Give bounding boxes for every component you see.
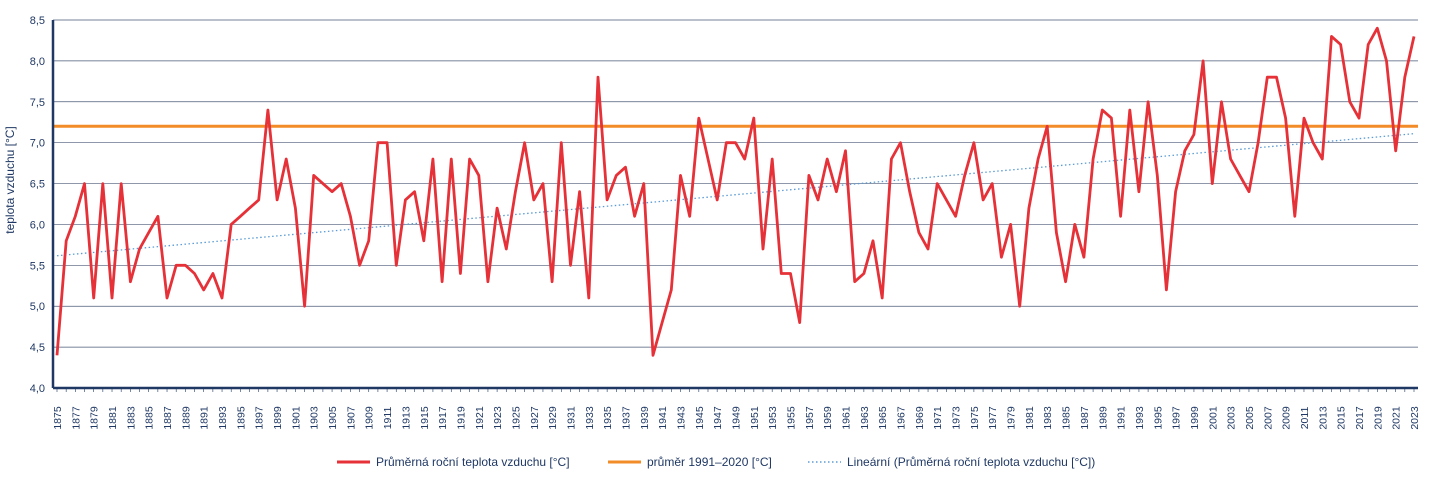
x-tick-label: 1903: [309, 406, 321, 430]
x-tick-label: 2017: [1354, 406, 1366, 430]
x-tick-label: 1965: [877, 406, 889, 430]
y-tick-labels: 4,0 4,5 5,0 5,5 6,0 6,5 7,0 7,5 8,0 8,5: [30, 15, 45, 395]
x-tick-label: 1969: [914, 406, 926, 430]
x-tick-label: 1953: [767, 406, 779, 430]
y-tick-label: 7,5: [30, 97, 45, 109]
x-tick-label: 1885: [144, 406, 156, 430]
x-tick-label: 2003: [1226, 406, 1238, 430]
x-tick-label: 2023: [1409, 406, 1421, 430]
x-tick-label: 1967: [896, 406, 908, 430]
x-tick-label: 1955: [786, 406, 798, 430]
series-lines: [53, 26, 1418, 357]
legend: Průměrná roční teplota vzduchu [°C] průmě…: [337, 455, 1095, 469]
x-tick-label: 1911: [382, 407, 394, 430]
y-tick-label: 5,5: [30, 260, 45, 272]
x-tick-label: 1883: [125, 406, 137, 430]
x-tick-label: 1895: [235, 406, 247, 430]
x-tick-label: 1891: [199, 406, 211, 430]
x-tick-label: 1921: [474, 406, 486, 430]
x-tick-label: 1971: [932, 406, 944, 430]
trend-line: [56, 133, 1415, 257]
x-tick-label: 1975: [969, 406, 981, 430]
x-tick-label: 1993: [1134, 406, 1146, 430]
x-tick-label: 1927: [529, 406, 541, 430]
x-tick-label: 1875: [52, 406, 64, 430]
x-tick-label: 1983: [1042, 406, 1054, 430]
x-tick-label: 1943: [675, 406, 687, 430]
y-tick-label: 5,0: [30, 301, 45, 313]
y-tick-label: 6,0: [30, 219, 45, 231]
x-tick-label: 1935: [602, 406, 614, 430]
x-tick-label: 1887: [162, 406, 174, 430]
x-tick-label: 1939: [639, 406, 651, 430]
x-tick-label: 1923: [492, 406, 504, 430]
x-tick-label: 2019: [1372, 406, 1384, 430]
x-tick-label: 1985: [1061, 406, 1073, 430]
x-tick-label: 2001: [1207, 406, 1219, 430]
x-tick-label: 2011: [1299, 407, 1311, 430]
x-tick-label: 1899: [272, 406, 284, 430]
x-tick-label: 1989: [1097, 406, 1109, 430]
x-tick-label: 1947: [712, 406, 724, 430]
x-tick-label: 1951: [749, 406, 761, 430]
y-axis-label: teplota vzduchu [°C]: [3, 126, 17, 234]
y-tick-label: 4,0: [30, 383, 45, 395]
x-tick-label: 2021: [1391, 406, 1403, 430]
x-tick-label: 1897: [254, 406, 266, 430]
x-tick-label: 1963: [859, 406, 871, 430]
y-tick-label: 7,0: [30, 138, 45, 150]
x-tick-label: 1907: [345, 406, 357, 430]
x-tick-label: 1901: [290, 406, 302, 430]
x-tick-label: 1879: [89, 406, 101, 430]
legend-label: průměr 1991–2020 [°C]: [647, 455, 772, 469]
x-tick-label: 1941: [657, 406, 669, 430]
x-tick-label: 2009: [1281, 406, 1293, 430]
y-tick-label: 6,5: [30, 179, 45, 191]
x-tick-label: 1999: [1189, 406, 1201, 430]
x-tick-label: 2013: [1317, 406, 1329, 430]
x-tick-label: 1987: [1079, 406, 1091, 430]
x-tick-label: 1937: [620, 406, 632, 430]
x-tick-label: 1973: [951, 406, 963, 430]
legend-label: Průměrná roční teplota vzduchu [°C]: [376, 455, 570, 469]
x-tick-label: 1889: [180, 406, 192, 430]
y-tick-label: 4,5: [30, 342, 45, 354]
x-tick-label: 1933: [584, 406, 596, 430]
x-tick-label: 1995: [1152, 406, 1164, 430]
x-tick-label: 1961: [841, 406, 853, 430]
x-tick-label: 1949: [731, 406, 743, 430]
x-tick-label: 1929: [547, 406, 559, 430]
axes: [51, 20, 1418, 392]
x-tick-labels: 1875 1877 1879 1881 1883 1885 1887 1889 1891 1893…: [52, 406, 1421, 430]
y-tick-label: 8,5: [30, 15, 45, 27]
x-tick-label: 1893: [217, 406, 229, 430]
x-tick-label: 1913: [400, 406, 412, 430]
x-tick-label: 1917: [437, 406, 449, 430]
y-tick-label: 8,0: [30, 56, 45, 68]
x-tick-label: 1919: [455, 406, 467, 430]
temperature-line: [55, 26, 1416, 357]
x-tick-label: 2015: [1336, 406, 1348, 430]
x-tick-label: 1991: [1116, 406, 1128, 430]
x-tick-label: 1977: [987, 406, 999, 430]
x-tick-label: 1957: [804, 406, 816, 430]
legend-label: Lineární (Průměrná roční teplota vzduchu…: [847, 455, 1095, 469]
x-tick-label: 1925: [510, 406, 522, 430]
x-tick-label: 1915: [419, 406, 431, 430]
x-tick-label: 1905: [327, 406, 339, 430]
x-tick-label: 1931: [565, 406, 577, 430]
x-tick-label: 1877: [70, 406, 82, 430]
x-tick-label: 1909: [364, 406, 376, 430]
x-tick-label: 2007: [1262, 406, 1274, 430]
x-tick-label: 1981: [1024, 406, 1036, 430]
x-tick-label: 1959: [822, 406, 834, 430]
x-tick-label: 1979: [1006, 406, 1018, 430]
x-tick-label: 2005: [1244, 406, 1256, 430]
x-tick-label: 1945: [694, 406, 706, 430]
x-tick-label: 1997: [1171, 406, 1183, 430]
x-tick-label: 1881: [107, 406, 119, 430]
